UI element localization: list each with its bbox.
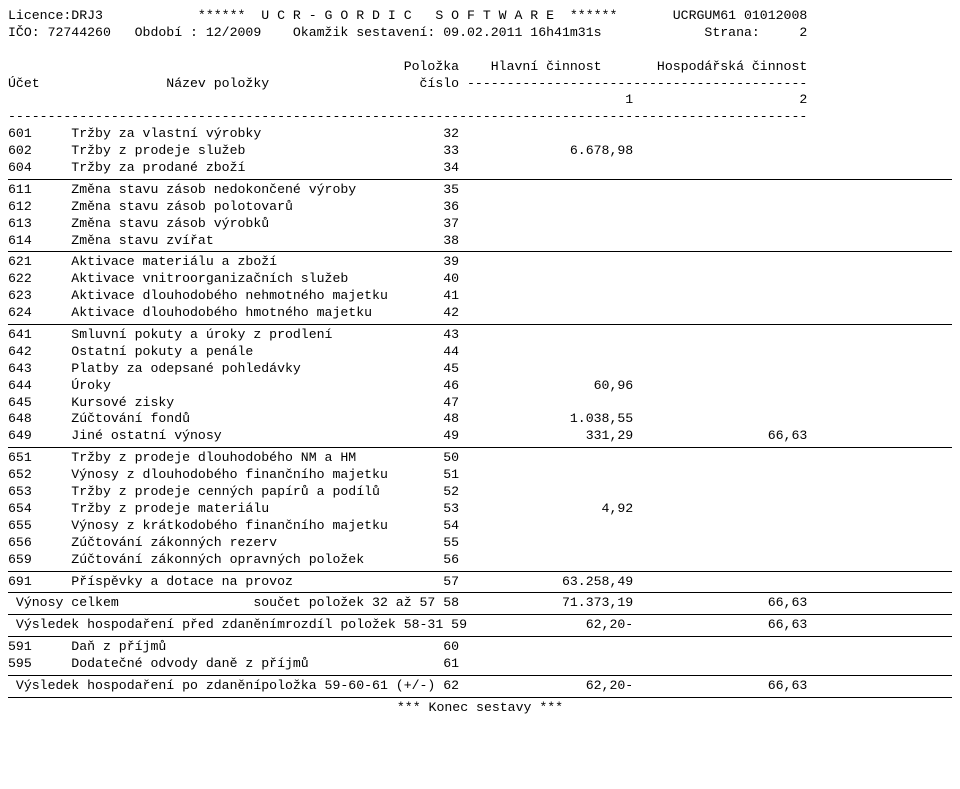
- full-dash-divider: ----------------------------------------…: [8, 109, 952, 126]
- table-row: 645 Kursové zisky 47: [8, 395, 952, 412]
- table-row: 656 Zúčtování zákonných rezerv 55: [8, 535, 952, 552]
- group-divider: [8, 592, 952, 593]
- table-row: 623 Aktivace dlouhodobého nehmotného maj…: [8, 288, 952, 305]
- group-divider: [8, 636, 952, 637]
- table-row: 612 Změna stavu zásob polotovarů 36: [8, 199, 952, 216]
- report-footer: *** Konec sestavy ***: [8, 700, 952, 717]
- table-row: 624 Aktivace dlouhodobého hmotného majet…: [8, 305, 952, 322]
- total-row: Výnosy celkem součet položek 32 až 57 58…: [8, 595, 952, 612]
- group-divider: [8, 697, 952, 698]
- report-body: 601 Tržby za vlastní výrobky 32 602 Tržb…: [8, 126, 952, 590]
- table-row: 652 Výnosy z dlouhodobého finančního maj…: [8, 467, 952, 484]
- table-row: 655 Výnosy z krátkodobého finančního maj…: [8, 518, 952, 535]
- table-row: 604 Tržby za prodané zboží 34: [8, 160, 952, 177]
- final-total-row: Výsledek hospodaření po zdaněnípoložka 5…: [8, 678, 952, 695]
- column-header-row: Účet Název položky číslo ---------------…: [8, 76, 952, 93]
- blank-line: [8, 42, 952, 59]
- total-row: Výsledek hospodaření před zdaněnímrozdíl…: [8, 617, 952, 634]
- group-divider: [8, 447, 952, 448]
- table-row: 591 Daň z příjmů 60: [8, 639, 952, 656]
- report-header-line2: IČO: 72744260 Období : 12/2009 Okamžik s…: [8, 25, 952, 42]
- table-row: 641 Smluvní pokuty a úroky z prodlení 43: [8, 327, 952, 344]
- group-divider: [8, 179, 952, 180]
- table-row: 653 Tržby z prodeje cenných papírů a pod…: [8, 484, 952, 501]
- group-divider: [8, 675, 952, 676]
- table-row: 648 Zúčtování fondů 48 1.038,55: [8, 411, 952, 428]
- table-row: 659 Zúčtování zákonných opravných polože…: [8, 552, 952, 569]
- tax-group: 591 Daň z příjmů 60 595 Dodatečné odvody…: [8, 639, 952, 673]
- table-row: 613 Změna stavu zásob výrobků 37: [8, 216, 952, 233]
- table-row: 595 Dodatečné odvody daně z příjmů 61: [8, 656, 952, 673]
- group-divider: [8, 324, 952, 325]
- table-row: 622 Aktivace vnitroorganizačních služeb …: [8, 271, 952, 288]
- report-header-line1: Licence:DRJ3 ****** U C R - G O R D I C …: [8, 8, 952, 25]
- group-divider: [8, 251, 952, 252]
- table-row: 614 Změna stavu zvířat 38: [8, 233, 952, 250]
- table-row: 602 Tržby z prodeje služeb 33 6.678,98: [8, 143, 952, 160]
- table-row: 654 Tržby z prodeje materiálu 53 4,92: [8, 501, 952, 518]
- column-header-nums: 1 2: [8, 92, 952, 109]
- table-row: 642 Ostatní pokuty a penále 44: [8, 344, 952, 361]
- table-row: 649 Jiné ostatní výnosy 49 331,29 66,63: [8, 428, 952, 445]
- table-row: 691 Příspěvky a dotace na provoz 57 63.2…: [8, 574, 952, 591]
- column-header-top: Položka Hlavní činnost Hospodářská činno…: [8, 59, 952, 76]
- table-row: 643 Platby za odepsané pohledávky 45: [8, 361, 952, 378]
- table-row: 621 Aktivace materiálu a zboží 39: [8, 254, 952, 271]
- table-row: 651 Tržby z prodeje dlouhodobého NM a HM…: [8, 450, 952, 467]
- table-row: 611 Změna stavu zásob nedokončené výroby…: [8, 182, 952, 199]
- table-row: 644 Úroky 46 60,96: [8, 378, 952, 395]
- group-divider: [8, 571, 952, 572]
- table-row: 601 Tržby za vlastní výrobky 32: [8, 126, 952, 143]
- group-divider: [8, 614, 952, 615]
